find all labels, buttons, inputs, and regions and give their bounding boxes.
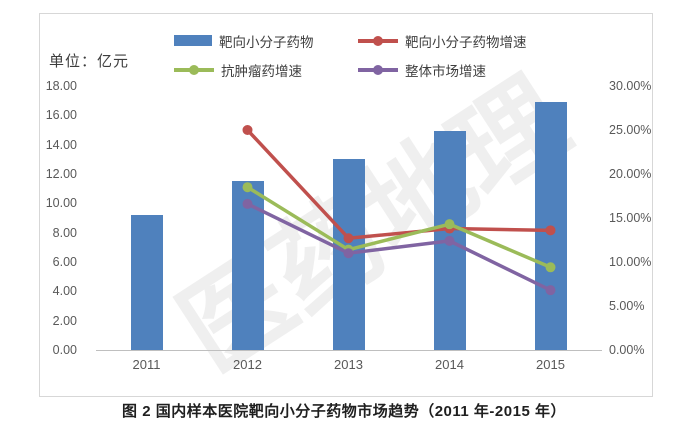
- right-axis-tick: 5.00%: [609, 299, 645, 313]
- legend-item-1: 靶向小分子药物增速: [358, 26, 527, 55]
- right-axis-tick: 0.00%: [609, 343, 645, 357]
- right-axis-tick: 20.00%: [609, 167, 652, 181]
- right-axis-tick: 15.00%: [609, 211, 652, 225]
- legend-item-2: 抗肿瘤药增速: [174, 55, 358, 84]
- legend-line-swatch: [358, 64, 398, 76]
- marker-antitumor_growth-2015: [545, 262, 556, 273]
- left-axis-tick: 10.00: [45, 196, 77, 211]
- left-axis-tick: 6.00: [52, 255, 77, 269]
- legend-item-3: 整体市场增速: [358, 55, 527, 84]
- x-axis-label-2013: 2013: [334, 357, 363, 372]
- legend-line-marker: [373, 64, 383, 75]
- legend: 靶向小分子药物 靶向小分子药物增速抗肿瘤药增速 整体市场增速: [174, 26, 527, 84]
- line-antitumor_growth: [246, 185, 552, 269]
- legend-label: 整体市场增速: [405, 63, 486, 79]
- line-target_drug_growth: [246, 128, 551, 240]
- right-axis-tick: 10.00%: [609, 255, 652, 269]
- left-axis-tick: 16.00: [45, 108, 77, 123]
- left-axis-tick: 4.00: [52, 284, 77, 299]
- legend-line-marker: [189, 64, 199, 75]
- left-axis-tick: 14.00: [45, 137, 77, 152]
- legend-item-0: 靶向小分子药物: [174, 26, 358, 55]
- x-axis-label-2015: 2015: [536, 357, 565, 372]
- marker-overall_market_growth-2014: [444, 235, 455, 246]
- left-axis-tick: 2.00: [52, 313, 77, 328]
- marker-overall_market_growth-2013: [343, 248, 354, 259]
- line-series-overlay: [242, 125, 556, 296]
- legend-label: 靶向小分子药物: [219, 34, 314, 50]
- bar-2011: [130, 215, 163, 350]
- x-axis-label-2012: 2012: [233, 357, 262, 372]
- marker-target_drug_growth-2013: [343, 233, 354, 244]
- line-overall_market_growth: [246, 202, 552, 292]
- figure-caption: 图 2 国内样本医院靶向小分子药物市场趋势（2011 年-2015 年）: [122, 403, 566, 420]
- marker-overall_market_growth-2012: [242, 198, 253, 209]
- x-axis-label-2011: 2011: [132, 357, 161, 372]
- legend-bar-swatch: [174, 35, 212, 46]
- marker-target_drug_growth-2012: [242, 125, 253, 135]
- marker-antitumor_growth-2014: [444, 219, 455, 230]
- legend-label: 抗肿瘤药增速: [221, 63, 302, 79]
- marker-overall_market_growth-2015: [545, 285, 556, 296]
- chart-panel: 医药地理 单位：亿元 靶向小分子药物 靶向小分子药物增速 抗肿瘤药增速 整体市场增速 …: [39, 13, 653, 397]
- x-axis-line: [96, 350, 602, 351]
- left-axis-tick: 18.00: [45, 79, 77, 93]
- left-axis-tick: 12.00: [45, 167, 77, 181]
- marker-antitumor_growth-2012: [242, 182, 253, 193]
- legend-line-swatch: [174, 64, 214, 76]
- left-axis-unit-label: 单位：亿元: [49, 53, 130, 70]
- right-axis-tick: 25.00%: [609, 123, 652, 137]
- right-axis-tick: 30.00%: [609, 79, 652, 93]
- legend-line-swatch: [358, 35, 398, 47]
- legend-label: 靶向小分子药物增速: [405, 34, 527, 50]
- left-axis-tick: 8.00: [52, 225, 77, 240]
- marker-target_drug_growth-2015: [545, 225, 556, 236]
- legend-line-marker: [373, 35, 383, 46]
- x-axis-label-2014: 2014: [435, 357, 464, 372]
- left-axis-tick: 0.00: [52, 343, 77, 357]
